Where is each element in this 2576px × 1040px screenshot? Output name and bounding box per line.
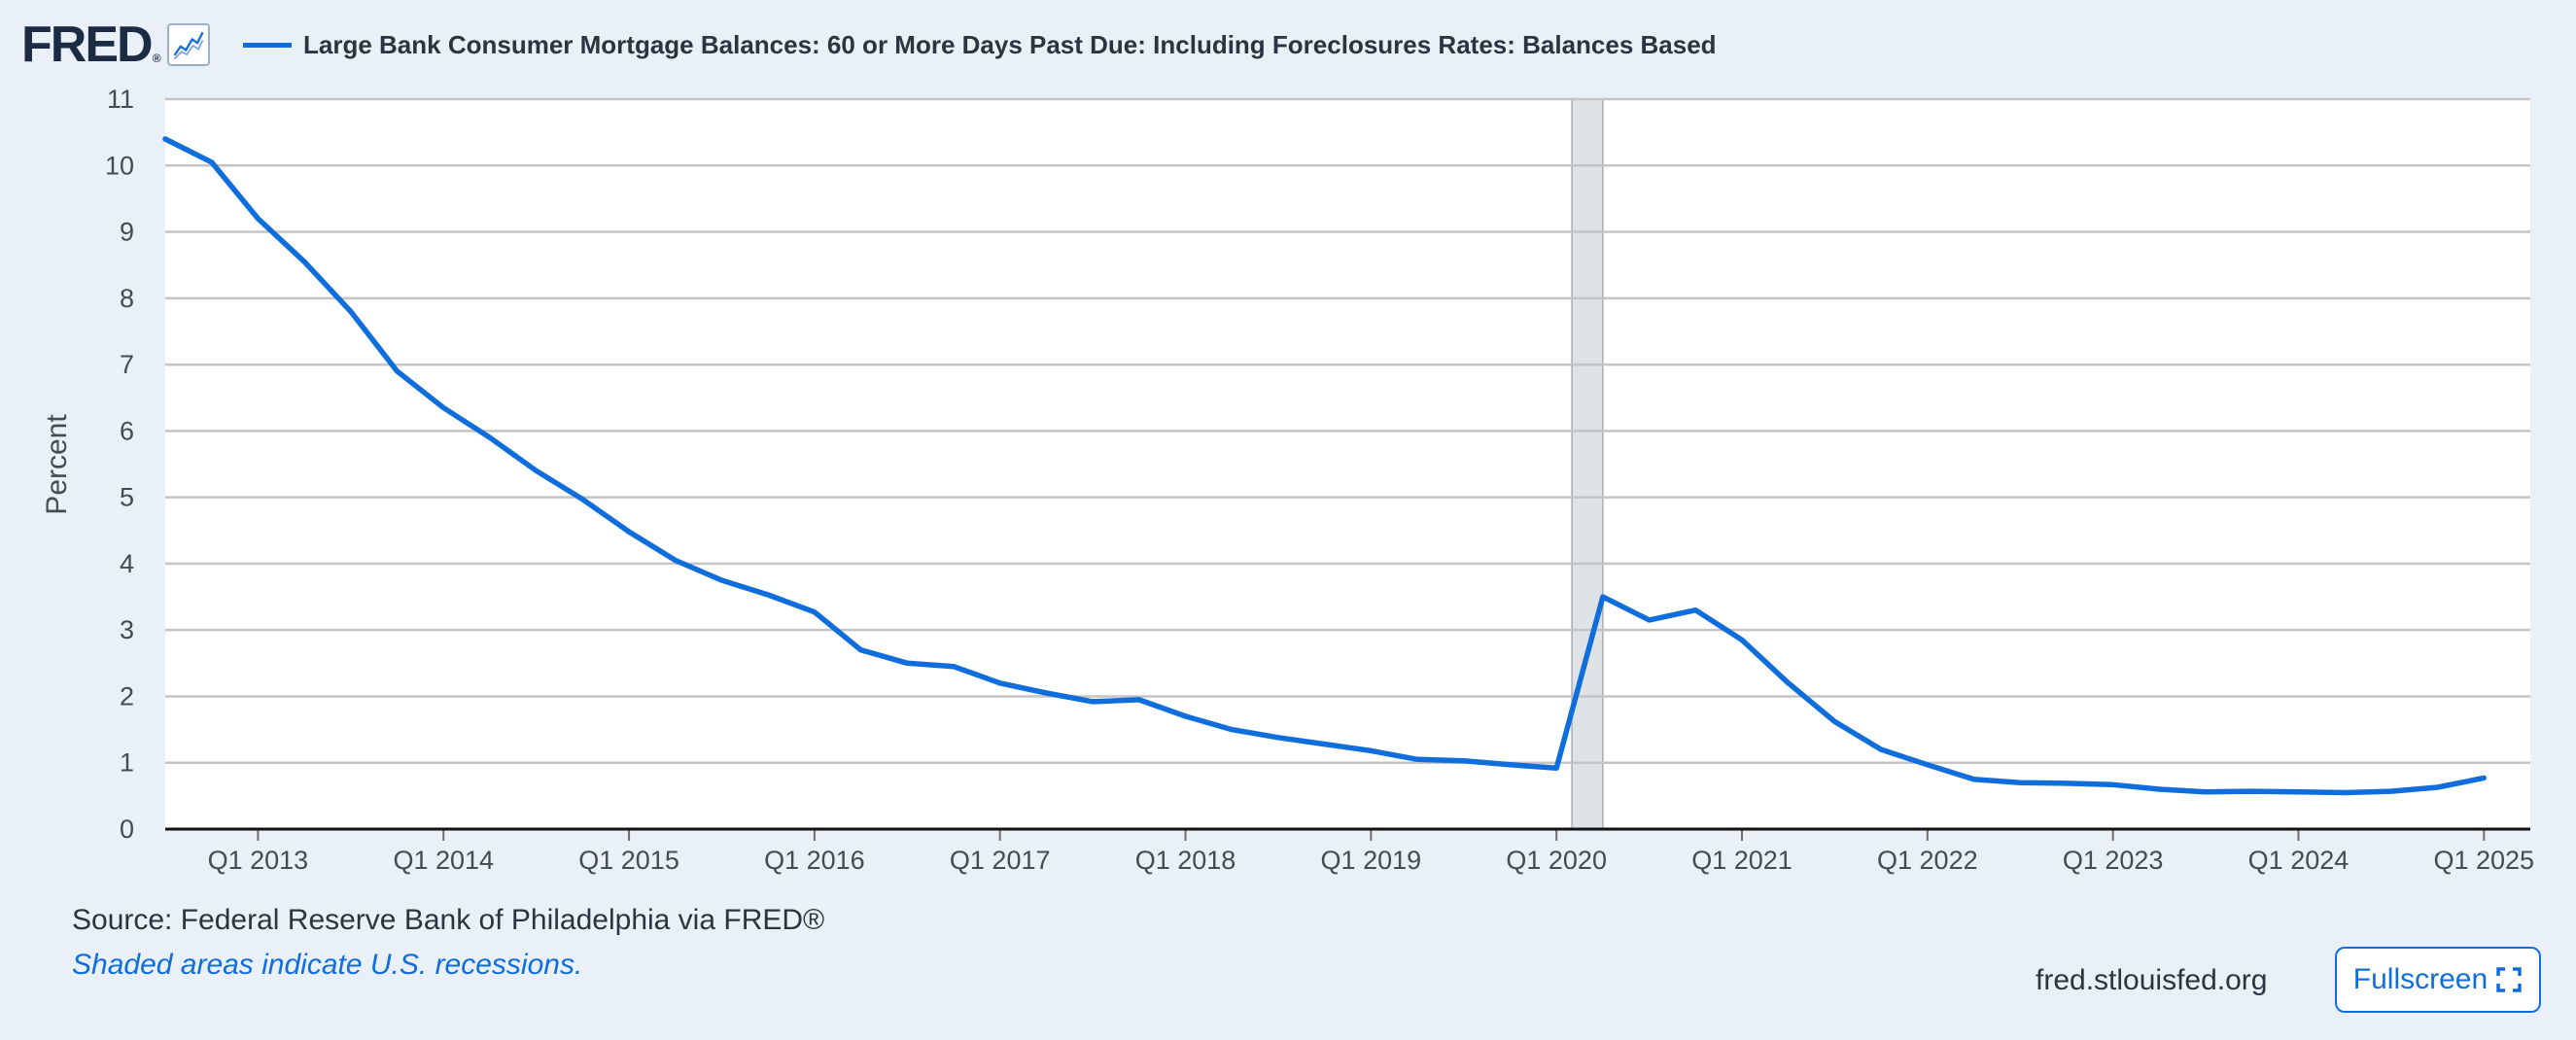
y-tick-label: 7 [120,350,134,379]
fred-logo-text: FRED [21,17,154,73]
site-link[interactable]: fred.stlouisfed.org [2036,964,2268,996]
x-tick-label: Q1 2020 [1506,846,1607,875]
expand-corners-icon [2496,967,2522,992]
x-tick-label: Q1 2022 [1877,846,1978,875]
y-tick-label: 10 [105,151,134,180]
y-tick-label: 9 [120,218,134,247]
legend-label: Large Bank Consumer Mortgage Balances: 6… [303,29,1717,59]
legend-swatch [243,42,292,48]
y-tick-label: 1 [120,748,134,778]
x-tick-label: Q1 2015 [578,846,679,875]
header: FRED ® [21,14,210,76]
x-tick-label: Q1 2016 [764,846,865,875]
y-tick-label: 0 [120,815,134,844]
x-tick-label: Q1 2021 [1691,846,1793,875]
x-tick-label: Q1 2025 [2433,846,2534,875]
y-tick-label: 5 [120,483,134,512]
y-tick-label: 11 [107,85,134,114]
x-tick-label: Q1 2018 [1135,846,1236,875]
recession-note: Shaded areas indicate U.S. recessions. [72,949,583,981]
fred-logo[interactable]: FRED ® [21,17,161,73]
x-tick-label: Q1 2017 [950,846,1051,875]
line-graph-icon[interactable] [166,23,210,66]
series-line[interactable] [162,136,2488,796]
plot-area: 0 1 2 3 4 5 6 7 8 9 10 11 Q1 2013 Q1 2014 Q1 2015 Q1 20… [105,85,2534,875]
chart-legend[interactable]: Large Bank Consumer Mortgage Balances: 6… [243,21,1717,68]
fullscreen-button[interactable]: Fullscreen [2335,947,2541,1013]
x-tick-label: Q1 2014 [393,846,494,875]
fullscreen-label: Fullscreen [2352,963,2489,995]
source-text: Source: Federal Reserve Bank of Philadel… [72,904,825,936]
y-tick-label: 6 [120,416,134,445]
x-tick-label: Q1 2024 [2248,846,2350,875]
x-tick-label: Q1 2023 [2063,846,2164,875]
x-tick-label: Q1 2019 [1321,846,1422,875]
recession-band [1572,99,1603,829]
y-axis-label: Percent [41,414,73,515]
registered-mark: ® [152,52,161,65]
y-tick-label: 2 [120,681,134,711]
x-tick-label: Q1 2013 [208,846,309,875]
y-tick-label: 4 [120,549,134,578]
y-tick-label: 3 [120,615,134,644]
y-tick-label: 8 [120,284,134,313]
plot-background [165,99,2530,829]
